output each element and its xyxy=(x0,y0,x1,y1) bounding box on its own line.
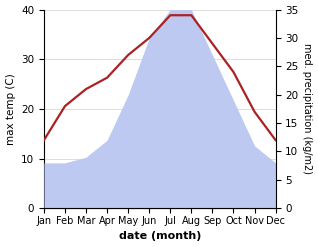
Y-axis label: max temp (C): max temp (C) xyxy=(5,73,16,145)
Y-axis label: med. precipitation (kg/m2): med. precipitation (kg/m2) xyxy=(302,43,313,174)
X-axis label: date (month): date (month) xyxy=(119,231,201,242)
